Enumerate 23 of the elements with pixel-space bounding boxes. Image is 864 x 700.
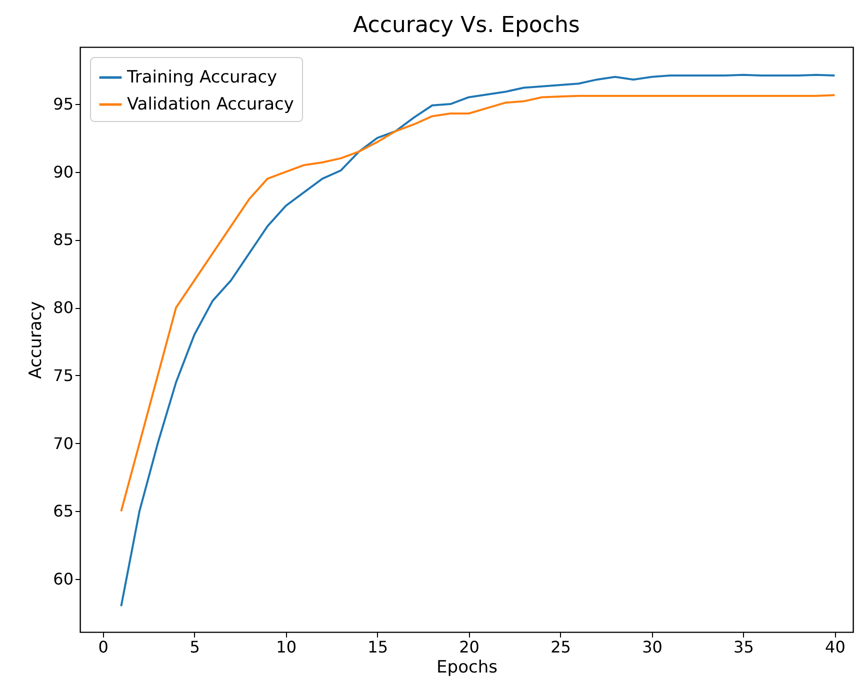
x-axis-title: Epochs <box>436 658 498 678</box>
x-tick-label: 10 <box>276 638 297 656</box>
x-tick-label: 30 <box>642 638 662 656</box>
x-tick-label: 15 <box>368 638 388 656</box>
y-tick-label: 75 <box>53 366 74 385</box>
y-tick-label: 90 <box>53 162 74 182</box>
line-series <box>120 94 836 512</box>
chart-title: Accuracy Vs. Epochs <box>353 13 580 38</box>
x-tick-label: 25 <box>550 638 571 656</box>
x-tick-label: 0 <box>98 638 108 656</box>
y-axis-title: Accuracy <box>26 301 46 379</box>
y-tick-label: 65 <box>53 502 74 521</box>
legend-label: Validation Accuracy <box>127 94 294 114</box>
x-tick-label: 35 <box>734 638 754 656</box>
x-tick-label: 20 <box>459 638 480 656</box>
x-tick-label: 5 <box>190 638 200 656</box>
y-tick-label: 60 <box>53 570 74 589</box>
y-tick-label: 95 <box>53 94 74 114</box>
y-tick-label: 70 <box>53 434 74 453</box>
legend-label: Training Accuracy <box>126 68 278 88</box>
y-tick-label: 85 <box>53 230 74 250</box>
y-tick-label: 80 <box>53 298 74 318</box>
x-tick-label: 40 <box>825 638 846 656</box>
